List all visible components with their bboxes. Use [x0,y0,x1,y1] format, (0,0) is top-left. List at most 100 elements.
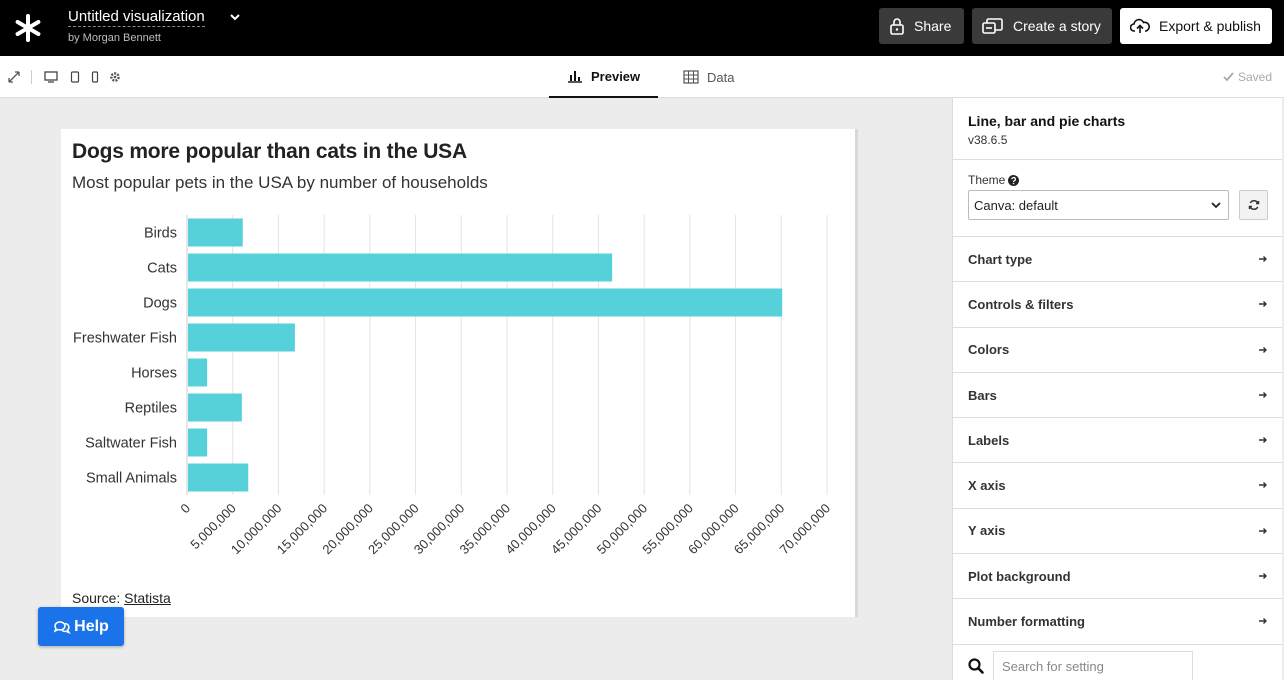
mobile-icon[interactable] [88,70,102,84]
category-label: Freshwater Fish [73,331,177,347]
section-plot-background[interactable]: Plot background [953,554,1282,600]
section-y-axis[interactable]: Y axis [953,509,1282,555]
table-grid-icon [683,70,699,84]
theme-label: Theme [968,173,1020,187]
section-label: Colors [968,342,1010,358]
expand-icon[interactable] [7,70,21,84]
share-label: Share [914,18,952,34]
bar-horses[interactable] [188,358,208,387]
section-label: Labels [968,432,1010,448]
category-label: Reptiles [125,401,177,417]
bar-freshwater-fish[interactable] [188,323,295,352]
chat-bubbles-icon [53,621,71,634]
section-label: Y axis [968,523,1006,539]
section-label: X axis [968,478,1006,494]
gear-icon[interactable] [108,70,122,84]
arrow-right-icon [1259,346,1267,353]
asterisk-logo-icon[interactable] [8,8,48,48]
bar-chart-icon [568,71,582,83]
visualization-title[interactable]: Untitled visualization [68,8,205,27]
bar-dogs[interactable] [188,288,783,317]
saved-label: Saved [1237,70,1272,84]
bar-small-animals[interactable] [188,463,249,492]
help-label: Help [74,617,109,635]
category-label: Cats [147,261,177,277]
template-name: Line, bar and pie charts [968,113,1126,129]
category-label: Birds [144,226,177,242]
category-label: Horses [131,366,177,382]
bar-reptiles[interactable] [188,393,242,422]
chevron-down-icon [1211,202,1221,209]
category-label: Dogs [143,296,177,312]
source-link[interactable]: Statista [124,590,171,606]
section-label: Controls & filters [968,296,1074,312]
help-button[interactable]: Help [38,607,124,646]
section-colors[interactable]: Colors [953,328,1282,373]
setting-search [953,651,1283,680]
refresh-theme-button[interactable] [1239,190,1268,220]
theme-block: Theme Canva: default [953,160,1282,237]
tablet-icon[interactable] [68,70,82,84]
section-number-formatting[interactable]: Number formatting [953,599,1282,645]
section-bars[interactable]: Bars [953,373,1282,419]
source-prefix: Source: [72,590,125,606]
arrow-right-icon [1259,482,1267,489]
arrow-right-icon [1259,256,1267,262]
section-chart-type[interactable]: Chart type [953,237,1282,283]
lock-icon [890,18,904,35]
view-toolbar: Preview Data Saved [0,56,1284,98]
author-byline: by Morgan Bennett [68,32,161,44]
cloud-upload-icon [1130,18,1150,33]
export-publish-button[interactable]: Export & publish [1120,8,1272,44]
bar-cats[interactable] [188,253,613,282]
section-label: Number formatting [968,614,1085,630]
toolbar-divider [31,70,32,84]
chevron-down-icon[interactable] [228,10,242,24]
story-icon [982,18,1003,34]
category-label: Saltwater Fish [85,436,177,452]
section-label: Plot background [968,568,1071,584]
section-label: Bars [968,387,997,403]
search-icon [968,658,984,674]
top-bar: Untitled visualization by Morgan Bennett… [0,0,1284,56]
theme-select[interactable]: Canva: default [968,190,1229,220]
desktop-icon[interactable] [44,70,58,84]
tab-preview[interactable]: Preview [549,56,659,98]
arrow-right-icon [1259,527,1267,534]
settings-panel: Line, bar and pie charts v38.6.5 Theme C… [952,98,1282,680]
arrow-right-icon [1259,437,1267,444]
chart-title: Dogs more popular than cats in the USA [72,140,467,163]
bar-birds[interactable] [188,218,243,247]
section-labels[interactable]: Labels [953,418,1282,464]
bar-chart: Birds Cats Dogs Freshwater Fish Horses Reptil… [73,215,833,557]
create-story-button[interactable]: Create a story [972,8,1112,44]
section-controls-filters[interactable]: Controls & filters [953,282,1282,328]
export-publish-label: Export & publish [1159,18,1261,34]
section-label: Chart type [968,251,1033,267]
tab-data[interactable]: Data [665,56,752,98]
chart-card: Birds Cats Dogs Freshwater Fish Horses Reptil… [61,129,858,617]
x-tick-label: 0 [177,501,193,517]
category-label: Small Animals [86,471,177,487]
question-circle-icon[interactable] [1008,174,1020,186]
share-button[interactable]: Share [879,8,964,44]
title-block: Untitled visualization by Morgan Bennett [68,8,240,44]
arrow-right-icon [1259,301,1267,308]
panel-header: Line, bar and pie charts v38.6.5 [953,98,1282,160]
bar-saltwater-fish[interactable] [188,428,208,457]
arrow-right-icon [1259,391,1267,398]
theme-select-value: Canva: default [974,197,1058,213]
tab-preview-label: Preview [591,68,641,84]
search-input[interactable] [993,651,1193,680]
check-icon [1223,72,1234,82]
section-x-axis[interactable]: X axis [953,463,1282,509]
create-story-label: Create a story [1013,18,1101,34]
saved-status: Saved [1223,70,1272,84]
tab-data-label: Data [707,69,735,85]
arrow-right-icon [1259,573,1267,580]
refresh-icon [1248,199,1259,211]
arrow-right-icon [1259,618,1267,625]
theme-label-text: Theme [968,173,1006,187]
chart-subtitle: Most popular pets in the USA by number o… [72,173,488,192]
chart-source: Source: Statista [72,590,171,606]
